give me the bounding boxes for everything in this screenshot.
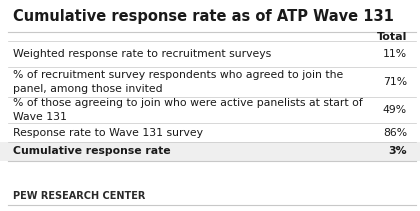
Text: Cumulative response rate: Cumulative response rate	[13, 146, 171, 157]
Text: Weighted response rate to recruitment surveys: Weighted response rate to recruitment su…	[13, 49, 271, 59]
Bar	[0, 142, 420, 161]
Text: Cumulative response rate as of ATP Wave 131: Cumulative response rate as of ATP Wave …	[13, 9, 394, 24]
Text: PEW RESEARCH CENTER: PEW RESEARCH CENTER	[13, 191, 145, 201]
Text: Response rate to Wave 131 survey: Response rate to Wave 131 survey	[13, 127, 203, 138]
Text: 71%: 71%	[383, 77, 407, 87]
Text: 49%: 49%	[383, 105, 407, 115]
Text: % of those agreeing to join who were active panelists at start of
Wave 131: % of those agreeing to join who were act…	[13, 98, 363, 122]
Text: Total: Total	[377, 32, 407, 42]
Text: 86%: 86%	[383, 127, 407, 138]
Text: % of recruitment survey respondents who agreed to join the
panel, among those in: % of recruitment survey respondents who …	[13, 70, 343, 94]
Text: 11%: 11%	[383, 49, 407, 59]
Text: 3%: 3%	[388, 146, 407, 157]
